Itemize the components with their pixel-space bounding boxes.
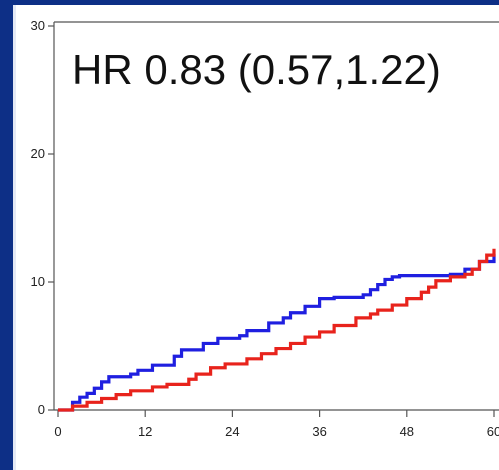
x-tick-label: 36 (312, 424, 326, 439)
x-tick-label: 24 (225, 424, 239, 439)
window-border-top (0, 0, 499, 5)
y-tick-label: 0 (38, 402, 45, 417)
hazard-ratio-annotation: HR 0.83 (0.57,1.22) (72, 46, 441, 93)
window-border-left (0, 0, 13, 470)
y-tick-label: 20 (31, 146, 45, 161)
series-layer (58, 248, 496, 412)
series-line-blue (58, 253, 496, 412)
plot-area-background (54, 22, 499, 411)
x-tick-label: 0 (54, 424, 61, 439)
x-tick-label: 60 (487, 424, 499, 439)
x-tick-label: 12 (138, 424, 152, 439)
window-border-left-inner (13, 5, 16, 470)
y-tick-label: 30 (31, 18, 45, 33)
x-tick-label: 48 (400, 424, 414, 439)
series-line-red (58, 248, 496, 412)
axes: 0 10 20 30 0 12 24 36 48 60 (31, 18, 499, 439)
y-tick-label: 10 (31, 274, 45, 289)
